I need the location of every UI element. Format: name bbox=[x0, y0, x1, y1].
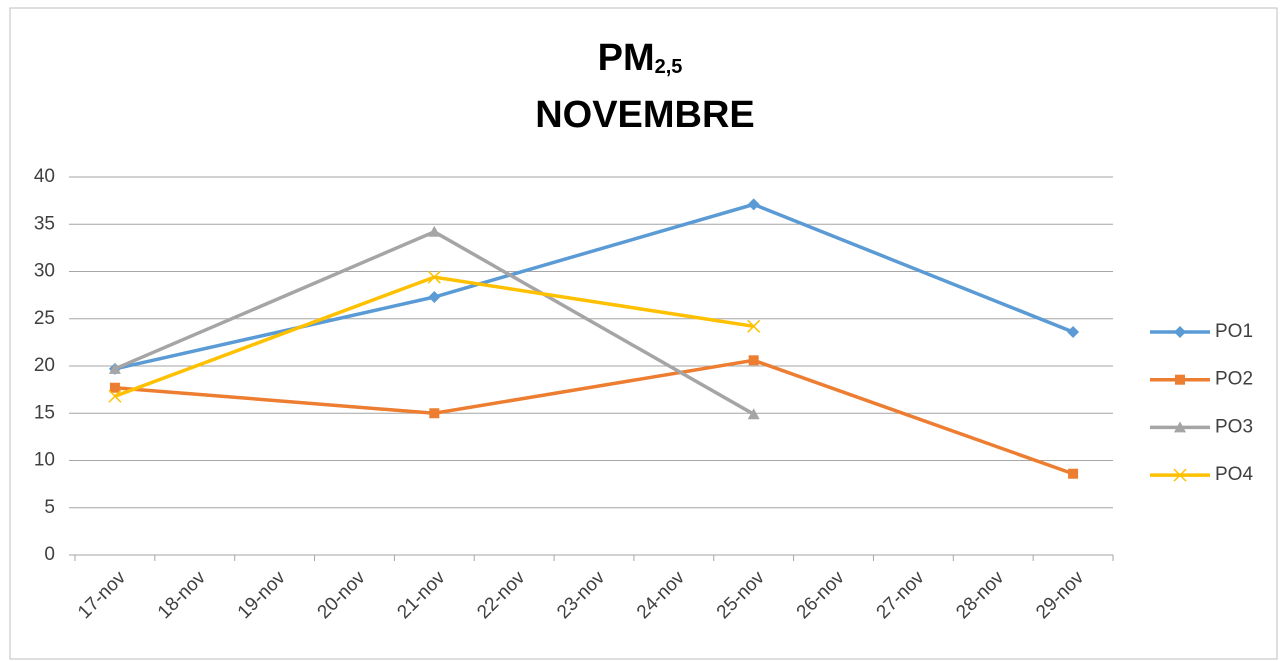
y-tick-label: 30 bbox=[34, 261, 55, 282]
marker bbox=[1068, 468, 1079, 479]
legend-label: PO4 bbox=[1215, 464, 1253, 485]
chart-subtitle: NOVEMBRE bbox=[535, 94, 755, 136]
marker bbox=[747, 408, 760, 420]
y-tick-label: 20 bbox=[34, 355, 55, 376]
chart-title-group: PM2,5 bbox=[598, 37, 683, 79]
marker bbox=[108, 362, 121, 374]
y-tick-label: 25 bbox=[34, 308, 55, 329]
legend-label: PO2 bbox=[1215, 369, 1253, 390]
marker bbox=[108, 389, 122, 403]
chart-title: PM bbox=[598, 37, 655, 79]
marker bbox=[427, 270, 441, 284]
marker bbox=[429, 408, 440, 419]
marker bbox=[1175, 374, 1185, 385]
y-tick-label: 5 bbox=[44, 497, 55, 518]
marker bbox=[1067, 325, 1080, 338]
legend-label: PO3 bbox=[1215, 416, 1253, 437]
chart-title-subscript: 2,5 bbox=[655, 56, 683, 78]
marker bbox=[1173, 468, 1187, 482]
y-tick-label: 40 bbox=[34, 166, 55, 187]
series-line bbox=[114, 202, 1074, 371]
y-tick-label: 0 bbox=[44, 544, 55, 565]
marker bbox=[1174, 421, 1186, 433]
y-tick-label: 15 bbox=[34, 402, 55, 423]
marker bbox=[428, 225, 441, 237]
marker bbox=[747, 198, 760, 211]
marker bbox=[1174, 326, 1186, 338]
marker bbox=[748, 355, 759, 366]
y-tick-label: 10 bbox=[34, 450, 55, 471]
legend-label: PO1 bbox=[1215, 321, 1253, 342]
chart-frame bbox=[9, 7, 1278, 660]
y-tick-label: 35 bbox=[34, 213, 55, 234]
marker bbox=[747, 319, 761, 333]
series-line bbox=[114, 358, 1074, 476]
marker bbox=[428, 291, 441, 304]
marker bbox=[109, 382, 120, 393]
